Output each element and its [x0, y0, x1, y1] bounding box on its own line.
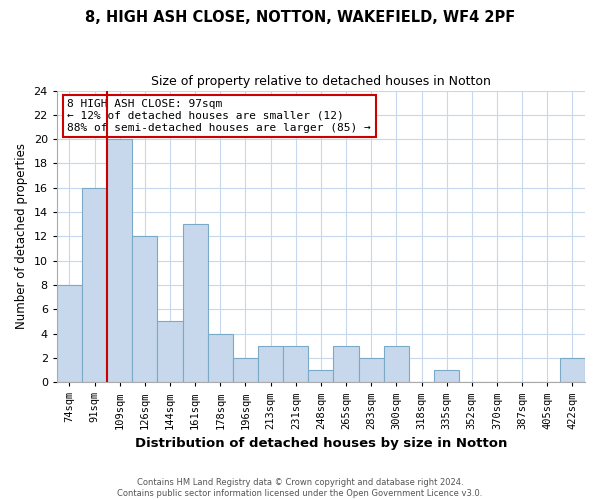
Title: Size of property relative to detached houses in Notton: Size of property relative to detached ho…: [151, 75, 491, 88]
Text: 8, HIGH ASH CLOSE, NOTTON, WAKEFIELD, WF4 2PF: 8, HIGH ASH CLOSE, NOTTON, WAKEFIELD, WF…: [85, 10, 515, 25]
Bar: [82, 188, 107, 382]
Bar: [384, 346, 409, 382]
X-axis label: Distribution of detached houses by size in Notton: Distribution of detached houses by size …: [135, 437, 507, 450]
Bar: [132, 236, 157, 382]
Bar: [208, 334, 233, 382]
Bar: [182, 224, 208, 382]
Text: Contains HM Land Registry data © Crown copyright and database right 2024.
Contai: Contains HM Land Registry data © Crown c…: [118, 478, 482, 498]
Bar: [57, 285, 82, 382]
Bar: [258, 346, 283, 382]
Bar: [107, 139, 132, 382]
Text: 8 HIGH ASH CLOSE: 97sqm
← 12% of detached houses are smaller (12)
88% of semi-de: 8 HIGH ASH CLOSE: 97sqm ← 12% of detache…: [67, 100, 371, 132]
Bar: [434, 370, 459, 382]
Bar: [283, 346, 308, 382]
Bar: [359, 358, 384, 382]
Y-axis label: Number of detached properties: Number of detached properties: [15, 144, 28, 330]
Bar: [560, 358, 585, 382]
Bar: [233, 358, 258, 382]
Bar: [157, 322, 182, 382]
Bar: [334, 346, 359, 382]
Bar: [308, 370, 334, 382]
